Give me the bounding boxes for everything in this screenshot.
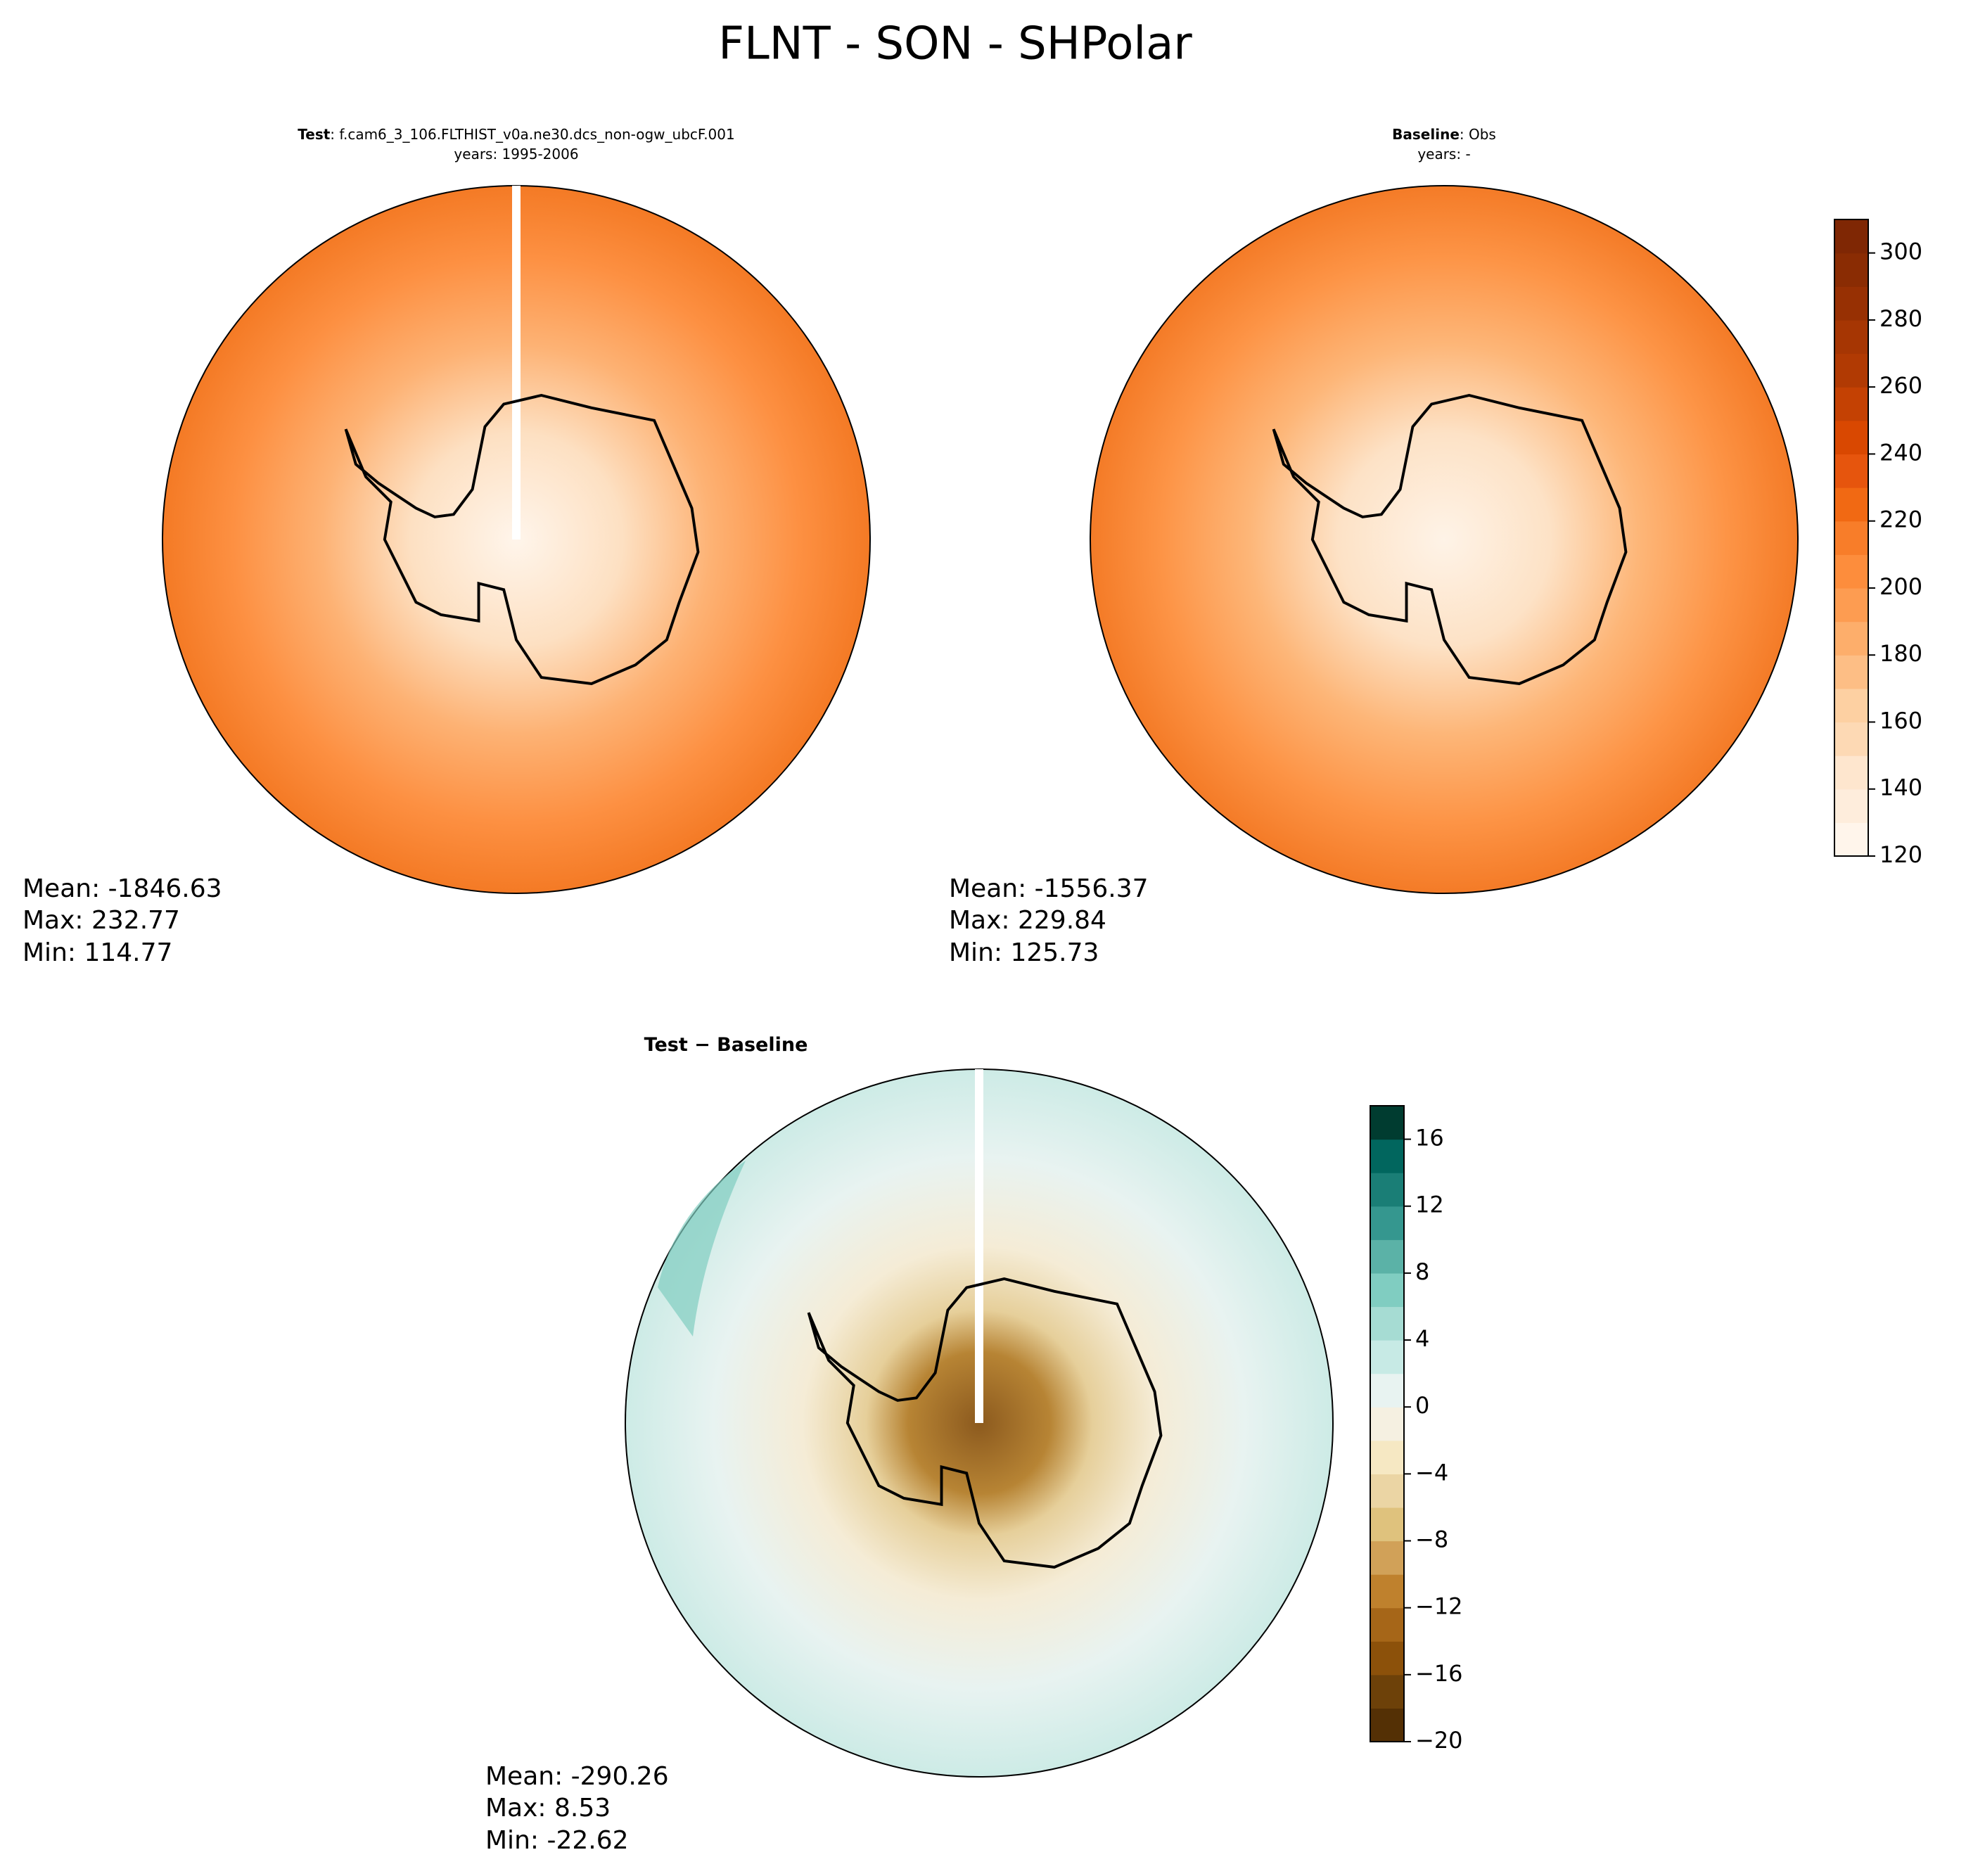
stat: Max: 232.77 bbox=[23, 906, 180, 935]
colorbar-band bbox=[1370, 1574, 1404, 1609]
anomaly-region bbox=[658, 1161, 746, 1336]
stat: Min: 125.73 bbox=[949, 938, 1099, 967]
colorbar-band bbox=[1370, 1708, 1404, 1742]
colorbar-band bbox=[1370, 1641, 1404, 1676]
colorbar-band bbox=[1834, 319, 1868, 355]
panel-title: Test: f.cam6_3_106.FLTHIST_v0a.ne30.dcs_… bbox=[298, 126, 734, 143]
colorbar-band bbox=[1834, 454, 1868, 488]
colorbar-band bbox=[1370, 1674, 1404, 1709]
colorbar-frame bbox=[1834, 219, 1869, 857]
stat: Mean: -290.26 bbox=[485, 1762, 669, 1791]
colorbar-band bbox=[1834, 755, 1868, 790]
colorbar-band bbox=[1370, 1272, 1404, 1308]
colorbar-band bbox=[1370, 1173, 1404, 1207]
colorbar-frame bbox=[1370, 1105, 1405, 1742]
map-panel: Baseline: Obs years: - Mean: -1556.37 Ma… bbox=[949, 126, 1799, 967]
colorbar-tick-label: 120 bbox=[1879, 841, 1922, 868]
colorbar-tick-label: 0 bbox=[1415, 1392, 1429, 1419]
colorbar-band bbox=[1370, 1373, 1404, 1408]
colorbar-band bbox=[1834, 621, 1868, 656]
colorbar-band bbox=[1370, 1306, 1404, 1341]
colorbar-band bbox=[1370, 1474, 1404, 1508]
colorbar-band bbox=[1370, 1440, 1404, 1474]
panel-subtitle: years: - bbox=[1417, 146, 1470, 162]
colorbar-band bbox=[1834, 587, 1868, 623]
colorbar-band bbox=[1370, 1206, 1404, 1240]
figure-title: FLNT - SON - SHPolar bbox=[718, 18, 1192, 70]
stat: Min: 114.77 bbox=[23, 938, 172, 967]
colorbar-band bbox=[1370, 1507, 1404, 1542]
colorbar-tick-label: 280 bbox=[1879, 305, 1922, 332]
colorbar-band bbox=[1834, 822, 1868, 857]
stat: Min: -22.62 bbox=[485, 1826, 629, 1855]
map-panel: Test − Baseline Mean: -290.26 Max: 8.53 … bbox=[485, 1034, 1334, 1855]
colorbar-tick-label: −16 bbox=[1415, 1660, 1463, 1687]
colorbar-tick-label: −8 bbox=[1415, 1526, 1448, 1553]
stat: Mean: -1846.63 bbox=[23, 874, 222, 903]
stat: Max: 8.53 bbox=[485, 1794, 611, 1823]
stat: Mean: -1556.37 bbox=[949, 874, 1149, 903]
colorbar-band bbox=[1834, 353, 1868, 388]
colorbar-band bbox=[1370, 1607, 1404, 1642]
colorbar-band bbox=[1834, 554, 1868, 589]
map-panel: Test: f.cam6_3_106.FLTHIST_v0a.ne30.dcs_… bbox=[23, 126, 871, 967]
colorbar-band bbox=[1834, 253, 1868, 287]
colorbar-tick-label: −12 bbox=[1415, 1593, 1463, 1620]
colorbar-band bbox=[1370, 1239, 1404, 1274]
panel-subtitle: years: 1995-2006 bbox=[454, 146, 578, 162]
colorbar-tick-label: 8 bbox=[1415, 1258, 1429, 1285]
colorbar-band bbox=[1834, 286, 1868, 321]
stat: Max: 229.84 bbox=[949, 906, 1106, 935]
colorbar-tick-label: −20 bbox=[1415, 1727, 1463, 1754]
colorbar-band bbox=[1370, 1340, 1404, 1374]
colorbar-tick-label: 180 bbox=[1879, 640, 1922, 667]
colorbar-band bbox=[1834, 521, 1868, 555]
map-disk bbox=[1090, 185, 1799, 894]
colorbar-tick-label: 140 bbox=[1879, 774, 1922, 801]
colorbar-band bbox=[1834, 387, 1868, 421]
colorbar-band bbox=[1370, 1139, 1404, 1173]
colorbar-tick-label: 16 bbox=[1415, 1125, 1444, 1151]
colorbar-band bbox=[1834, 722, 1868, 756]
colorbar-band bbox=[1834, 789, 1868, 823]
colorbar-tick-label: 12 bbox=[1415, 1192, 1444, 1218]
colorbar-band bbox=[1834, 420, 1868, 455]
colorbar-band bbox=[1834, 688, 1868, 723]
colorbar-band bbox=[1370, 1407, 1404, 1441]
colorbar-band bbox=[1370, 1106, 1404, 1140]
colorbar-band bbox=[1834, 655, 1868, 689]
colorbar-band bbox=[1834, 487, 1868, 522]
panel-title: Baseline: Obs bbox=[1392, 126, 1496, 143]
colorbar-tick-label: 160 bbox=[1879, 707, 1922, 734]
colorbar-tick-label: −4 bbox=[1415, 1459, 1448, 1486]
colorbar-tick-label: 200 bbox=[1879, 573, 1922, 600]
colorbar-tick-label: 220 bbox=[1879, 506, 1922, 533]
panel-title: Test − Baseline bbox=[644, 1034, 808, 1056]
colorbar-band bbox=[1834, 219, 1868, 254]
colorbar-tick-label: 260 bbox=[1879, 372, 1922, 399]
colorbar-tick-label: 240 bbox=[1879, 439, 1922, 466]
colorbar-tick-label: 300 bbox=[1879, 238, 1922, 265]
colorbar-tick-label: 4 bbox=[1415, 1325, 1429, 1352]
colorbar-band bbox=[1370, 1540, 1404, 1575]
